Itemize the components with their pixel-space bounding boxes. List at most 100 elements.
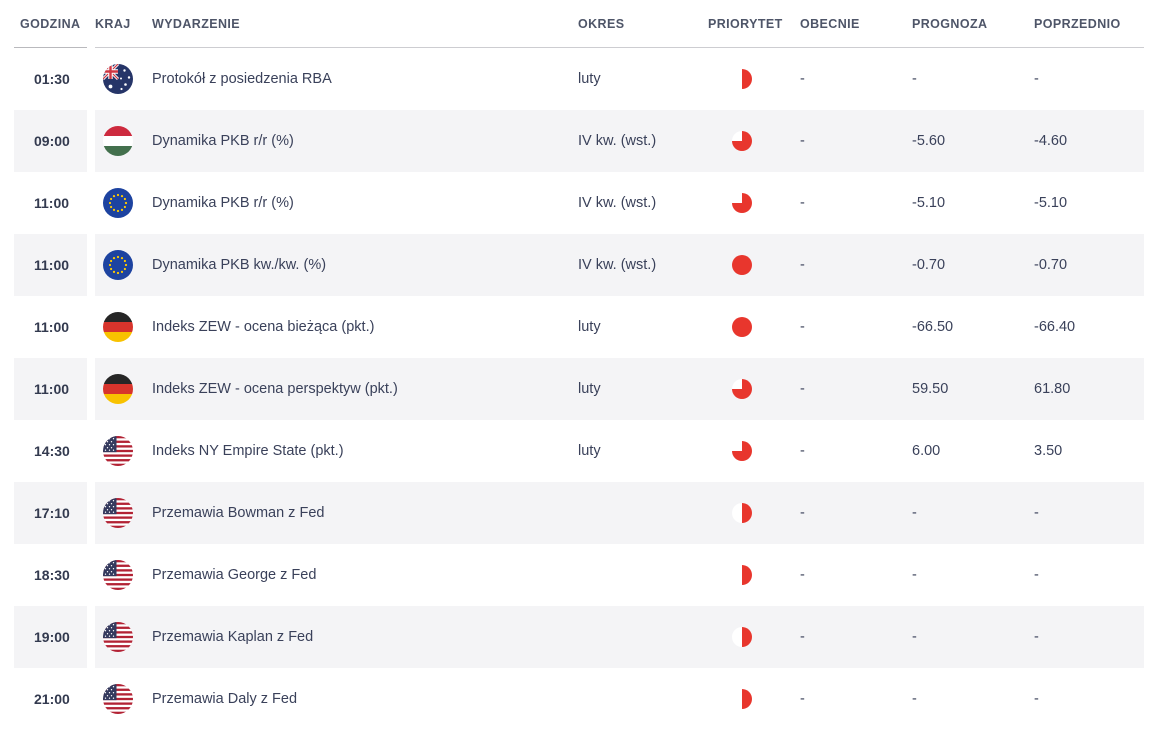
- event-time: 18:30: [14, 544, 87, 606]
- current-value: -: [800, 567, 805, 583]
- event-period: luty: [578, 319, 601, 335]
- priority-pie-icon: [732, 69, 752, 89]
- flag-hungary-icon: [103, 126, 133, 156]
- event-name: Przemawia George z Fed: [152, 567, 317, 583]
- table-row: 11:00 Dynamika PKB kw./kw. (%) IV kw. (w…: [14, 234, 1144, 296]
- table-row: 21:00 Przemawia Daly z Fed - - -: [14, 668, 1144, 729]
- forecast-value: -: [912, 71, 917, 87]
- previous-value: -: [1034, 71, 1039, 87]
- header-godzina: GODZINA: [20, 16, 81, 31]
- table-row: 14:30 Indeks NY Empire State (pkt.) luty…: [14, 420, 1144, 482]
- table-body: 01:30 Protokół z posiedzenia RBA luty - …: [14, 48, 1144, 729]
- current-value: -: [800, 691, 805, 707]
- priority-pie-icon: [732, 503, 752, 523]
- table-row: 19:00 Przemawia Kaplan z Fed - - -: [14, 606, 1144, 668]
- event-name: Dynamika PKB kw./kw. (%): [152, 257, 327, 273]
- event-name: Protokół z posiedzenia RBA: [152, 71, 332, 87]
- priority-pie-icon: [732, 441, 752, 461]
- table-row: 18:30 Przemawia George z Fed - - -: [14, 544, 1144, 606]
- flag-eu-icon: [103, 250, 133, 280]
- current-value: -: [800, 505, 805, 521]
- header-obecnie: OBECNIE: [800, 16, 860, 31]
- event-name: Indeks ZEW - ocena bieżąca (pkt.): [152, 319, 375, 335]
- forecast-value: -: [912, 629, 917, 645]
- current-value: -: [800, 195, 805, 211]
- event-time: 11:00: [14, 234, 87, 296]
- flag-germany-icon: [103, 312, 133, 342]
- flag-usa-icon: [103, 560, 133, 590]
- forecast-value: -5.60: [912, 133, 946, 149]
- event-period: IV kw. (wst.): [578, 133, 657, 149]
- forecast-value: -: [912, 567, 917, 583]
- table-row: 11:00 Indeks ZEW - ocena bieżąca (pkt.) …: [14, 296, 1144, 358]
- header-okres: OKRES: [578, 16, 625, 31]
- forecast-value: -: [912, 691, 917, 707]
- current-value: -: [800, 257, 805, 273]
- priority-pie-icon: [732, 379, 752, 399]
- previous-value: -: [1034, 567, 1039, 583]
- event-time: 09:00: [14, 110, 87, 172]
- table-row: 11:00 Dynamika PKB r/r (%) IV kw. (wst.)…: [14, 172, 1144, 234]
- event-name: Indeks NY Empire State (pkt.): [152, 443, 344, 459]
- previous-value: 3.50: [1034, 443, 1063, 459]
- header-wydarzenie: WYDARZENIE: [152, 16, 241, 31]
- forecast-value: -5.10: [912, 195, 946, 211]
- header-kraj: KRAJ: [95, 16, 131, 31]
- event-name: Przemawia Bowman z Fed: [152, 505, 325, 521]
- previous-value: -: [1034, 505, 1039, 521]
- event-time: 14:30: [14, 420, 87, 482]
- forecast-value: 6.00: [912, 443, 941, 459]
- forecast-value: -0.70: [912, 257, 946, 273]
- table-row: 01:30 Protokół z posiedzenia RBA luty - …: [14, 48, 1144, 110]
- event-time: 17:10: [14, 482, 87, 544]
- previous-value: -4.60: [1034, 133, 1068, 149]
- current-value: -: [800, 629, 805, 645]
- flag-germany-icon: [103, 374, 133, 404]
- previous-value: -: [1034, 629, 1039, 645]
- flag-usa-icon: [103, 436, 133, 466]
- flag-usa-icon: [103, 684, 133, 714]
- header-priorytet: PRIORYTET: [708, 16, 783, 31]
- event-time: 01:30: [14, 48, 87, 110]
- event-time: 11:00: [14, 358, 87, 420]
- event-period: luty: [578, 443, 601, 459]
- header-prognoza: PROGNOZA: [912, 16, 988, 31]
- current-value: -: [800, 71, 805, 87]
- table-row: 09:00 Dynamika PKB r/r (%) IV kw. (wst.)…: [14, 110, 1144, 172]
- event-time: 21:00: [14, 668, 87, 729]
- current-value: -: [800, 133, 805, 149]
- event-period: luty: [578, 71, 601, 87]
- event-time: 11:00: [14, 172, 87, 234]
- table-row: 17:10 Przemawia Bowman z Fed - - -: [14, 482, 1144, 544]
- current-value: -: [800, 319, 805, 335]
- header-poprzednio: POPRZEDNIO: [1034, 16, 1121, 31]
- forecast-value: -: [912, 505, 917, 521]
- previous-value: -66.40: [1034, 319, 1076, 335]
- previous-value: -: [1034, 691, 1039, 707]
- table-header-row: GODZINA KRAJ WYDARZENIE OKRES PRIORYTET …: [14, 0, 1144, 48]
- priority-pie-icon: [732, 131, 752, 151]
- event-period: luty: [578, 381, 601, 397]
- current-value: -: [800, 443, 805, 459]
- priority-pie-icon: [732, 255, 752, 275]
- event-period: IV kw. (wst.): [578, 257, 657, 273]
- priority-pie-icon: [732, 565, 752, 585]
- previous-value: -5.10: [1034, 195, 1068, 211]
- priority-pie-icon: [732, 627, 752, 647]
- forecast-value: -66.50: [912, 319, 954, 335]
- priority-pie-icon: [732, 317, 752, 337]
- flag-usa-icon: [103, 622, 133, 652]
- flag-usa-icon: [103, 498, 133, 528]
- event-name: Przemawia Kaplan z Fed: [152, 629, 314, 645]
- table-row: 11:00 Indeks ZEW - ocena perspektyw (pkt…: [14, 358, 1144, 420]
- priority-pie-icon: [732, 689, 752, 709]
- previous-value: 61.80: [1034, 381, 1071, 397]
- economic-calendar-table: GODZINA KRAJ WYDARZENIE OKRES PRIORYTET …: [14, 0, 1144, 729]
- event-time: 11:00: [14, 296, 87, 358]
- event-time: 19:00: [14, 606, 87, 668]
- previous-value: -0.70: [1034, 257, 1068, 273]
- flag-australia-icon: [103, 64, 133, 94]
- priority-pie-icon: [732, 193, 752, 213]
- event-name: Dynamika PKB r/r (%): [152, 133, 294, 149]
- current-value: -: [800, 381, 805, 397]
